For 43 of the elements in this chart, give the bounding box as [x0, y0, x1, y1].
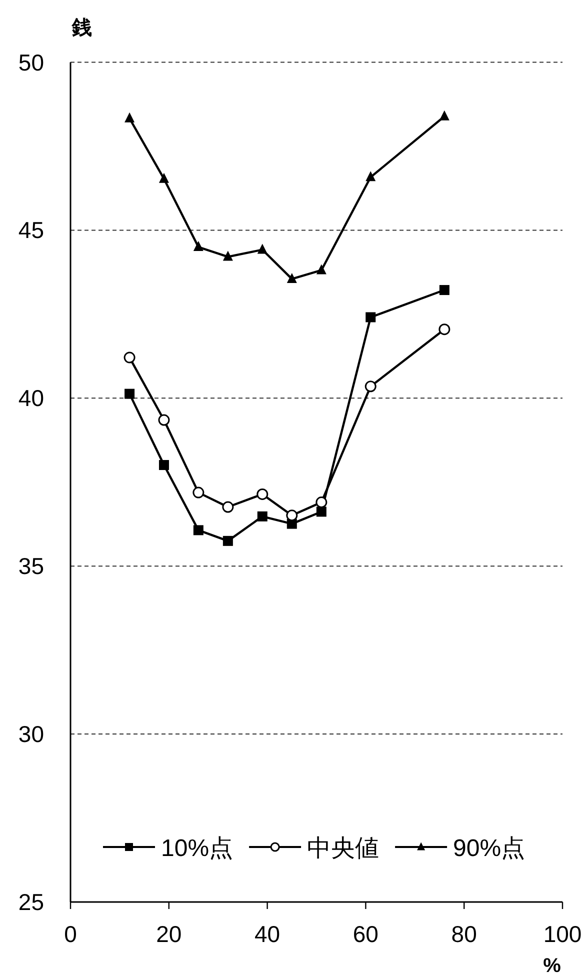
x-tick-label: 20	[156, 921, 182, 947]
y-tick-label: 25	[18, 889, 44, 915]
point	[124, 112, 135, 122]
point	[257, 511, 268, 522]
legend-label: 中央値	[307, 835, 380, 862]
point	[286, 272, 297, 283]
point	[286, 510, 298, 522]
point	[222, 536, 233, 546]
x-tick-label: 100	[543, 921, 582, 947]
point	[124, 388, 135, 399]
point	[222, 250, 233, 261]
point	[364, 380, 376, 392]
x-tick-label: 0	[64, 921, 77, 947]
y-tick-label: 35	[18, 553, 44, 580]
point	[193, 525, 204, 536]
y-tick-label: 45	[18, 217, 44, 244]
point	[366, 171, 376, 182]
point	[438, 324, 450, 336]
point	[316, 496, 328, 508]
y-axis-title: 銭	[71, 17, 92, 39]
x-tick-label: 40	[254, 921, 280, 947]
point	[439, 285, 450, 296]
point	[193, 241, 204, 252]
point	[124, 352, 136, 364]
point	[366, 312, 376, 322]
legend-label: 10%点	[161, 835, 234, 862]
x-tick-label: 60	[352, 921, 378, 947]
point	[158, 460, 169, 470]
y-tick-label: 40	[18, 385, 44, 412]
y-tick-label: 30	[18, 721, 44, 748]
point	[158, 172, 169, 183]
point	[158, 414, 170, 426]
point	[222, 501, 234, 513]
point	[257, 244, 268, 254]
point	[439, 110, 450, 120]
x-axis-title: %	[543, 955, 562, 977]
x-tick-label: 80	[451, 921, 477, 947]
point	[192, 486, 204, 498]
point	[316, 264, 326, 274]
point	[256, 488, 268, 500]
legend-label: 90%点	[453, 835, 526, 862]
point	[316, 506, 326, 517]
y-tick-label: 50	[18, 49, 44, 76]
